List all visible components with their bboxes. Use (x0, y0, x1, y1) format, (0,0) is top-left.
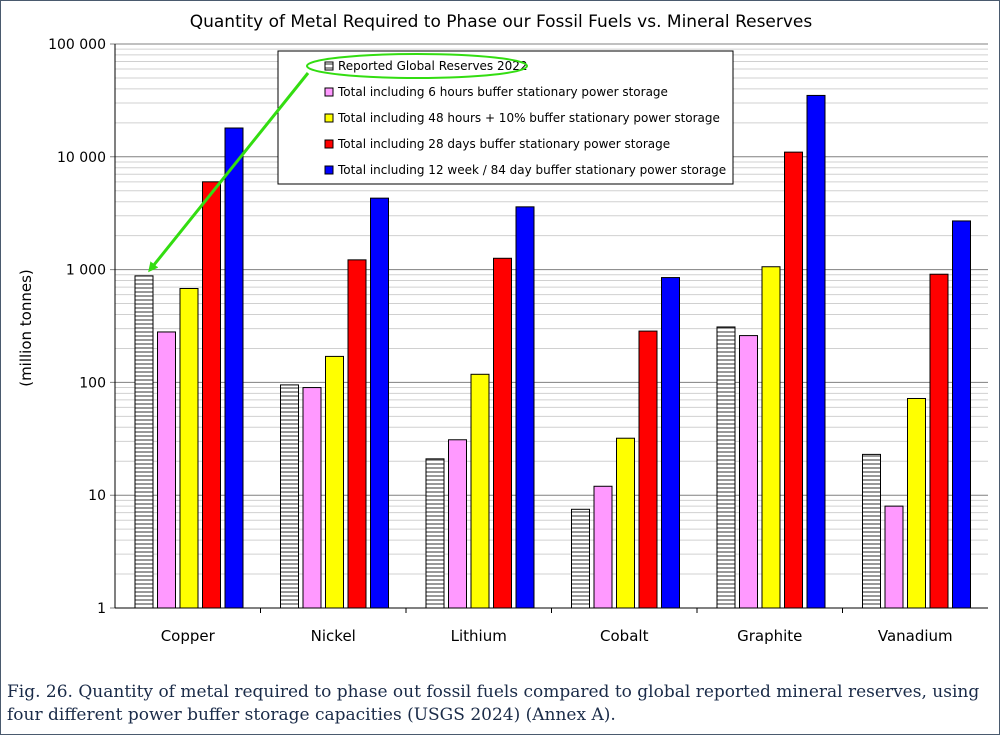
bar-copper-series-2 (157, 331, 176, 609)
bar-graphite-series-2 (739, 335, 758, 609)
bar-cobalt-series-1 (571, 508, 590, 609)
chart-area: Quantity of Metal Required to Phase our … (3, 3, 997, 668)
bars (134, 94, 971, 609)
bar-nickel-series-3 (325, 355, 344, 609)
chart-title: Quantity of Metal Required to Phase our … (190, 12, 813, 32)
bar-cobalt-series-5 (661, 277, 680, 609)
figure-caption: Fig. 26. Quantity of metal required to p… (7, 682, 980, 725)
y-tick-label: 1 (97, 601, 106, 617)
bar-vanadium-series-1 (862, 453, 881, 609)
bar-vanadium-series-2 (884, 505, 904, 609)
legend-entry: Reported Global Reserves 2022 (338, 59, 528, 73)
bar-graphite-series-3 (761, 266, 781, 609)
legend-entry: Total including 6 hours buffer stationar… (337, 85, 668, 99)
y-tick-label: 10 000 (57, 150, 106, 166)
bar-lithium-series-2 (448, 439, 467, 609)
bar-nickel-series-2 (302, 387, 322, 609)
x-tick-label: Cobalt (600, 627, 649, 645)
bar-copper-series-4 (202, 181, 221, 609)
legend-swatch (324, 61, 334, 71)
bar-copper-series-3 (179, 287, 199, 609)
legend-swatch (324, 87, 334, 97)
annotation (148, 53, 528, 273)
bar-vanadium-series-4 (929, 273, 949, 609)
bar-lithium-series-1 (425, 458, 445, 609)
x-tick-label: Lithium (451, 627, 507, 645)
legend-swatch (324, 139, 334, 149)
y-tick-label: 100 000 (48, 37, 106, 53)
bar-vanadium-series-3 (907, 397, 926, 609)
bar-cobalt-series-2 (593, 485, 613, 609)
y-axis-label: (million tonnes) (17, 269, 35, 387)
axes (114, 44, 988, 613)
x-tick-labels: Copper Nickel Lithium Cobalt Graphite Vanadiu… (161, 627, 953, 645)
bar-graphite-series-4 (784, 151, 803, 609)
bar-vanadium-series-5 (952, 220, 971, 609)
bar-cobalt-series-4 (638, 330, 658, 609)
bar-copper-series-1 (134, 275, 154, 609)
x-tick-label: Graphite (737, 627, 802, 645)
bar-nickel-series-5 (370, 197, 389, 609)
annotation-arrow (148, 72, 310, 273)
bar-copper-series-5 (224, 127, 244, 609)
x-tick-label: Copper (161, 627, 216, 645)
bar-nickel-series-1 (280, 384, 299, 609)
x-tick-label: Vanadium (878, 627, 953, 645)
y-tick-label: 10 (88, 488, 106, 504)
bar-cobalt-series-3 (616, 437, 635, 609)
legend-entry: Total including 28 days buffer stationar… (337, 137, 670, 151)
legend-entry: Total including 48 hours + 10% buffer st… (337, 111, 720, 125)
legend-entry: Total including 12 week / 84 day buffer … (337, 163, 726, 177)
legend-swatch (324, 165, 334, 175)
chart: Quantity of Metal Required to Phase our … (17, 12, 988, 645)
legend: Reported Global Reserves 2022 Total inclu… (277, 50, 734, 185)
x-tick-label: Nickel (311, 627, 356, 645)
bar-lithium-series-4 (493, 257, 512, 609)
y-tick-label: 100 (79, 375, 106, 391)
bar-graphite-series-1 (716, 326, 736, 609)
bar-graphite-series-5 (806, 94, 826, 609)
y-tick-labels: 1 10 100 1 000 10 000 100 000 (48, 37, 106, 617)
bar-lithium-series-5 (515, 206, 535, 609)
grid-lines (110, 43, 988, 609)
bar-nickel-series-4 (347, 259, 367, 609)
legend-swatch (324, 113, 334, 123)
y-tick-label: 1 000 (66, 263, 106, 279)
bar-lithium-series-3 (470, 373, 490, 609)
highlight-ellipse (306, 53, 528, 79)
